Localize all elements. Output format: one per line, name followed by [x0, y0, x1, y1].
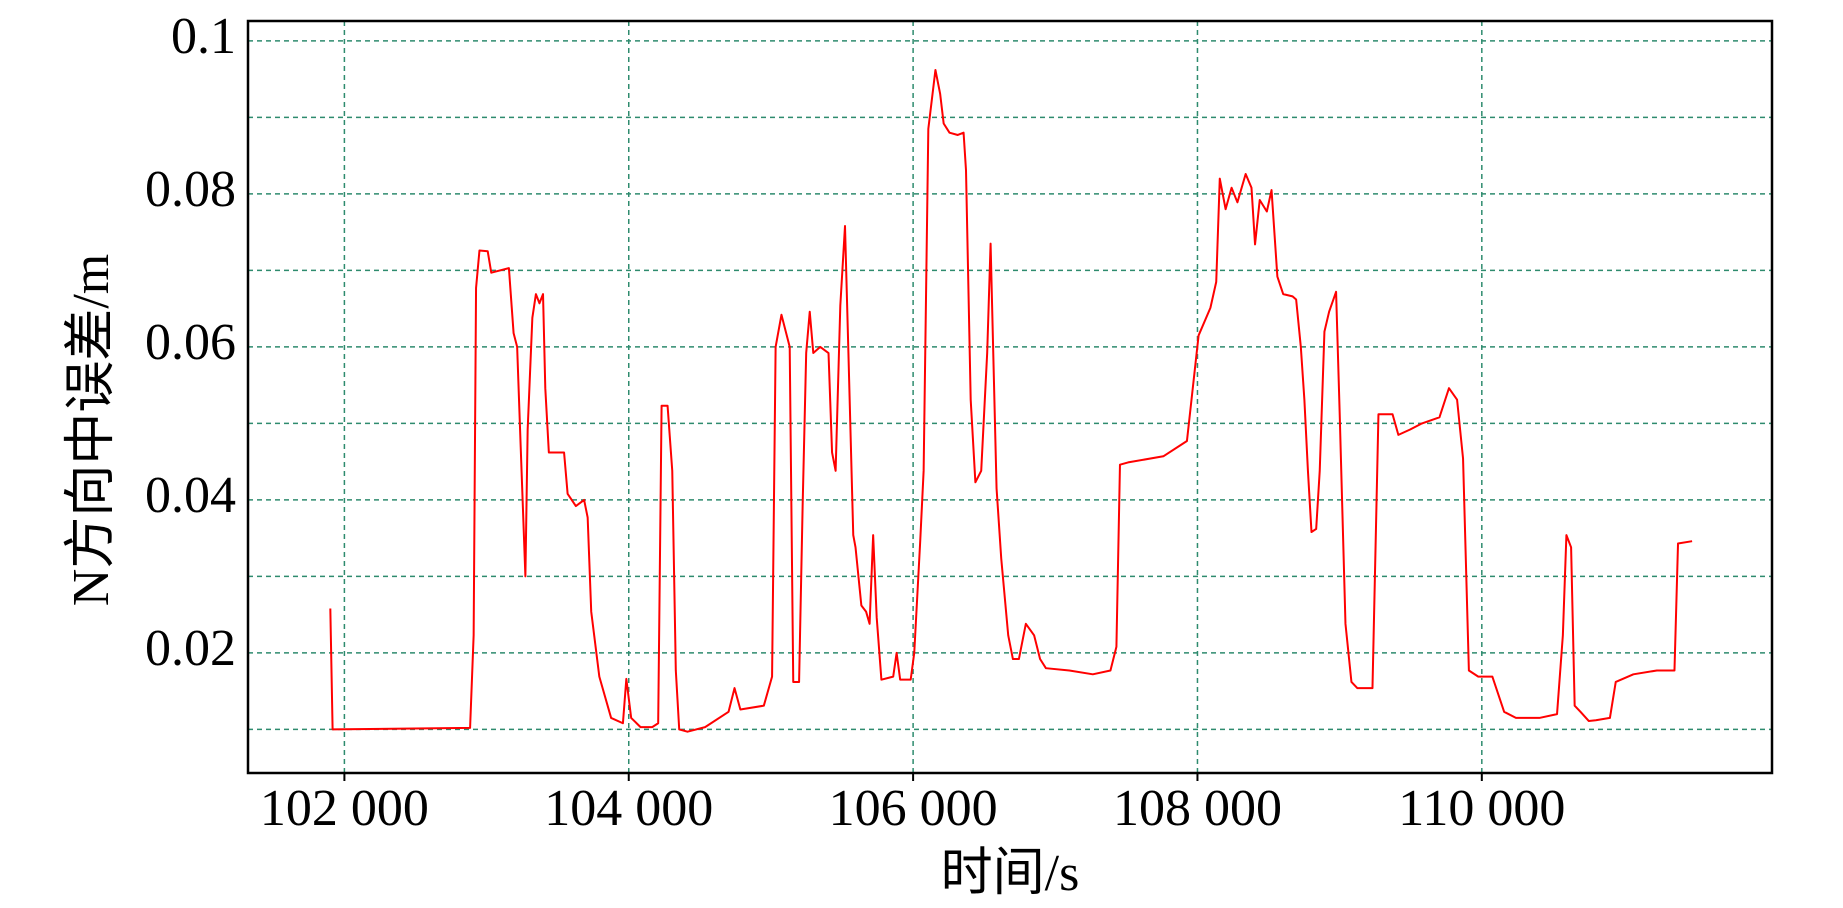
x-tick-label: 104 000 [544, 780, 713, 837]
y-tick-label: 0.04 [145, 467, 236, 524]
x-axis-title: 时间/s [941, 845, 1080, 902]
y-tick-label: 0.08 [145, 161, 236, 218]
y-tick-label: 0.02 [145, 620, 236, 677]
y-tick-label: 0.1 [171, 8, 236, 65]
x-tick-label: 106 000 [829, 780, 998, 837]
x-tick-label: 110 000 [1398, 780, 1565, 837]
y-tick-label: 0.06 [145, 314, 236, 371]
x-tick-label: 108 000 [1113, 780, 1282, 837]
y-axis-title: N方向中误差/m [63, 254, 120, 606]
x-tick-label: 102 000 [260, 780, 429, 837]
data-line [329, 68, 1693, 733]
plot-frame [246, 19, 1774, 775]
